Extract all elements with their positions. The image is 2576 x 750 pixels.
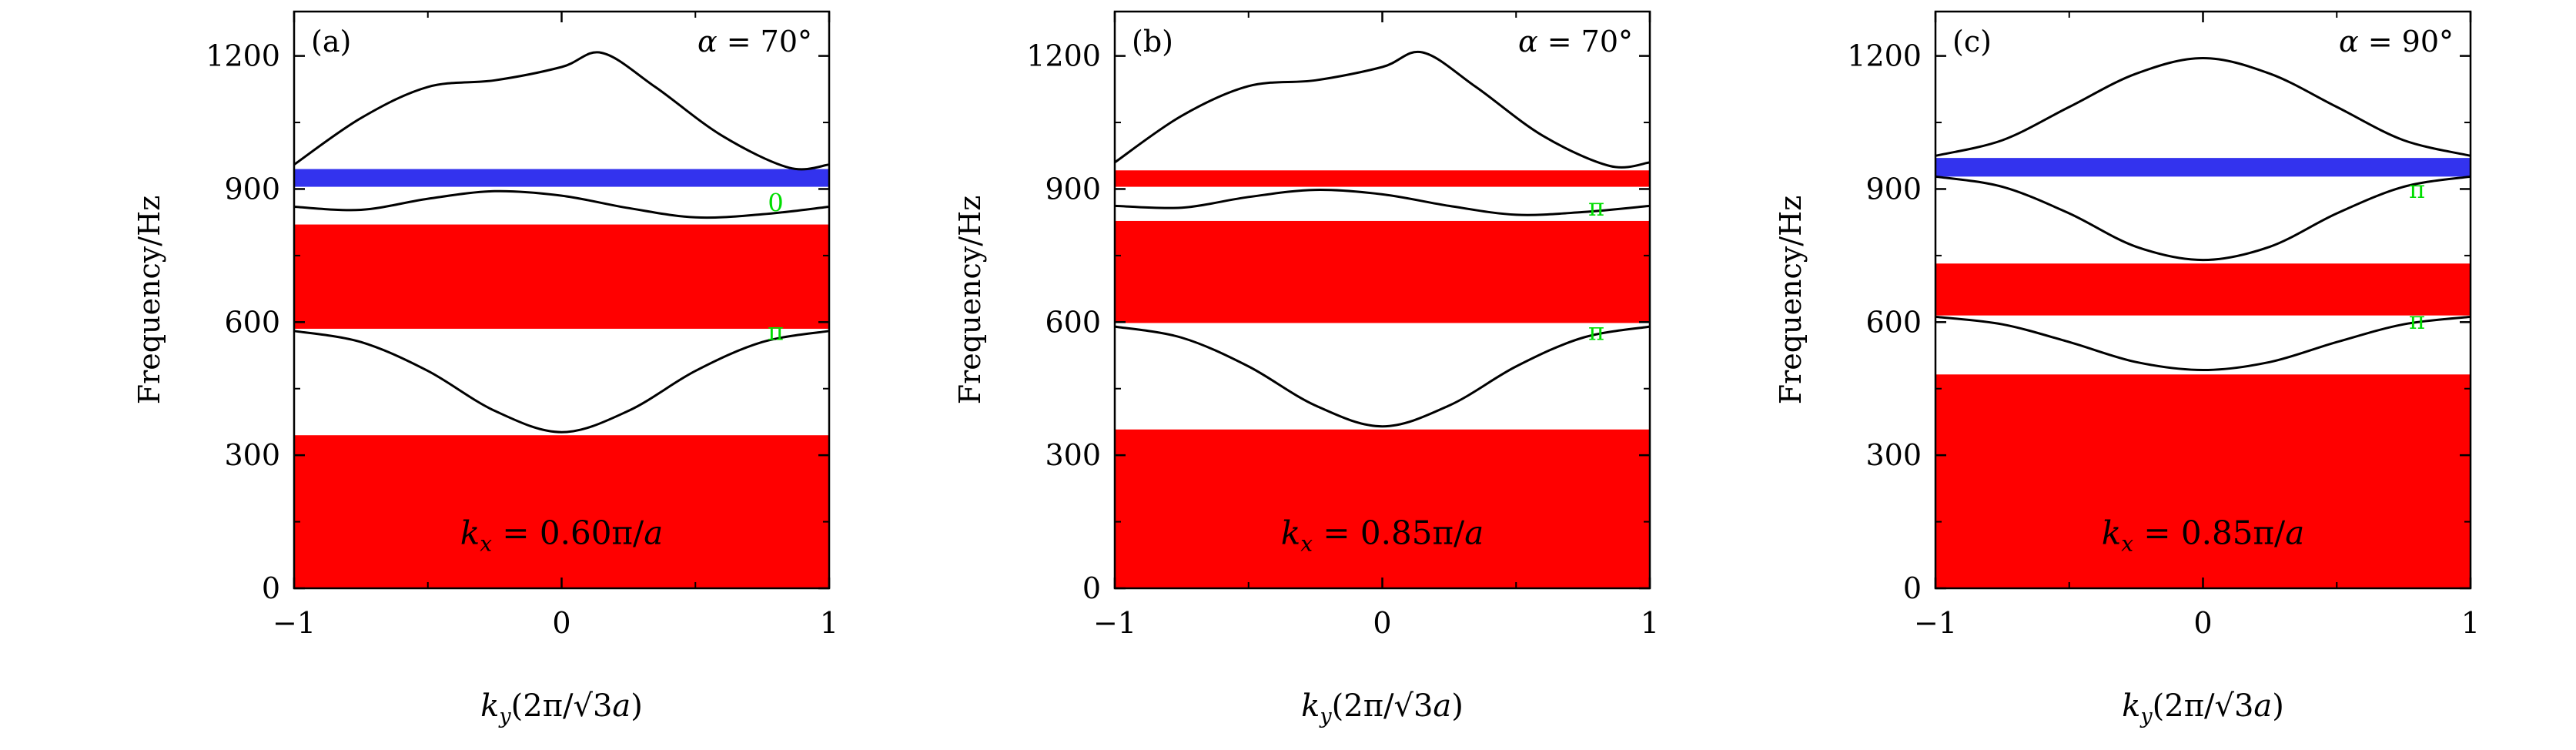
symmetry-marker: π [1588,193,1604,222]
x-tick-label: −1 [273,606,316,640]
gap-band-1 [1935,374,2471,588]
y-tick-label: 600 [224,305,280,339]
y-tick-label: 1200 [1847,39,1922,73]
dispersion-curve-2 [1935,175,2471,262]
gap-band-2 [1935,263,2471,316]
x-tick-label: 1 [2461,606,2480,640]
dispersion-curve-3 [1114,50,1651,169]
gap-band-3 [1115,170,1650,187]
symmetry-marker: 0 [768,188,783,217]
dispersion-curve-2 [1114,189,1651,216]
dispersion-curve-1 [1114,325,1651,428]
y-tick-label: 900 [1045,172,1101,206]
y-tick-label: 300 [1865,438,1922,472]
y-tick-label: 600 [1865,305,1922,339]
symmetry-marker: π [2409,175,2425,204]
x-tick-label: 0 [1373,606,1391,640]
x-tick-label: 0 [2193,606,2212,640]
gap-band-1 [1115,429,1650,588]
dispersion-curve-3 [293,51,830,171]
y-tick-label: 900 [224,172,280,206]
x-tick-label: 1 [820,606,838,640]
panel-label: (c) [1952,25,1992,59]
y-tick-label: 0 [262,571,280,605]
panel-label: (a) [311,25,351,59]
x-axis-label: ky(2π/√3a) [1301,688,1464,728]
y-tick-label: 1200 [1026,39,1101,73]
x-axis-label: ky(2π/√3a) [480,688,643,728]
alpha-annotation: α = 70° [698,25,812,59]
dispersion-curve-1 [293,330,830,434]
x-axis-label: ky(2π/√3a) [2122,688,2284,728]
y-tick-label: 1200 [206,39,280,73]
y-tick-label: 0 [1903,571,1922,605]
y-tick-label: 900 [1865,172,1922,206]
y-tick-label: 300 [1045,438,1101,472]
dispersion-curve-2 [293,189,830,219]
alpha-annotation: α = 70° [1518,25,1633,59]
kx-annotation: kx = 0.85π/a [1281,514,1484,556]
kx-annotation: kx = 0.85π/a [2102,514,2304,556]
gap-band-3 [294,169,829,187]
x-tick-label: −1 [1093,606,1136,640]
x-tick-label: 0 [552,606,570,640]
y-tick-label: 0 [1082,571,1101,605]
symmetry-marker: π [768,316,784,346]
y-tick-label: 600 [1045,305,1101,339]
gap-band-2 [1115,220,1650,323]
symmetry-marker: π [1588,316,1604,346]
symmetry-marker: π [2409,306,2425,335]
x-tick-label: −1 [1914,606,1957,640]
alpha-annotation: α = 90° [2339,25,2454,59]
y-axis-label: Frequency/Hz [132,196,166,405]
y-axis-label: Frequency/Hz [953,196,987,405]
dispersion-curve-1 [1935,315,2471,372]
kx-annotation: kx = 0.60π/a [460,514,663,556]
gap-band-2 [294,224,829,329]
panel-label: (b) [1132,25,1173,59]
gap-band-3 [1935,158,2471,177]
gap-band-1 [294,435,829,588]
dispersion-curve-3 [1935,56,2471,157]
y-tick-label: 300 [224,438,280,472]
x-tick-label: 1 [1641,606,1659,640]
y-axis-label: Frequency/Hz [1774,196,1808,405]
